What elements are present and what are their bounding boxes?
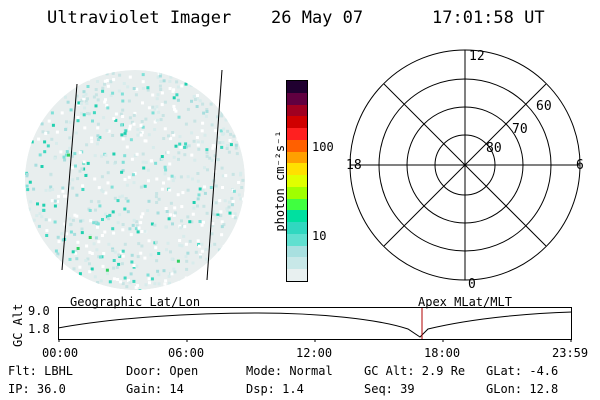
uv-image	[25, 69, 245, 290]
timeline-ytick-min: 1.8	[28, 322, 50, 336]
colorbar	[286, 80, 308, 282]
info-flt: Flt: LBHL	[8, 364, 74, 378]
mlt-label-12: 12	[469, 49, 485, 64]
timeline-xtick-2359: 23:59	[552, 346, 589, 360]
timeline-xtick-1800: 18:00	[424, 346, 461, 360]
app-title: Ultraviolet Imager	[47, 8, 232, 28]
mlt-label-0: 0	[468, 277, 476, 288]
info-glon: GLon: 12.8	[486, 382, 559, 396]
info-ip: IP: 36.0	[8, 382, 66, 396]
terminator-line-left	[61, 83, 78, 271]
lat-label-70: 70	[512, 122, 528, 137]
timeline-frame	[58, 307, 572, 340]
info-gc-alt: GC Alt: 2.9 Re	[364, 364, 466, 378]
colorbar-tick-100: 100	[312, 140, 334, 154]
polar-plot: 12 18 6 0 60 70 80	[346, 49, 584, 288]
timeline-xtick-1200: 12:00	[296, 346, 333, 360]
terminator-line-right	[206, 69, 223, 281]
colorbar-unit-label: photon cm⁻²s⁻¹	[273, 130, 287, 232]
lat-label-80: 80	[486, 141, 502, 156]
lat-label-60: 60	[536, 99, 552, 114]
timeline-xtick-0600: 06:00	[168, 346, 205, 360]
info-seq: Seq: 39	[364, 382, 415, 396]
colorbar-tick-10: 10	[312, 229, 327, 243]
info-glat: GLat: -4.6	[486, 364, 559, 378]
timeline-axis-title: GC Alt	[11, 303, 25, 347]
date-label: 26 May 07	[271, 8, 364, 28]
info-mode: Mode: Normal	[246, 364, 333, 378]
mlt-label-18: 18	[346, 158, 362, 173]
geo-latlon-label: Geographic Lat/Lon	[70, 295, 201, 309]
polar-diagonal-2	[383, 83, 547, 247]
apex-mlat-label: Apex MLat/MLT	[418, 295, 512, 309]
info-dsp: Dsp: 1.4	[246, 382, 304, 396]
timeline-ytick-max: 9.0	[28, 304, 50, 318]
mlt-label-6: 6	[576, 158, 584, 173]
timeline-xtick-0000: 00:00	[42, 346, 79, 360]
info-door: Door: Open	[126, 364, 199, 378]
timeline-plot	[58, 307, 573, 342]
altitude-curve	[58, 311, 573, 338]
time-label: 17:01:58 UT	[432, 8, 545, 28]
info-gain: Gain: 14	[126, 382, 184, 396]
